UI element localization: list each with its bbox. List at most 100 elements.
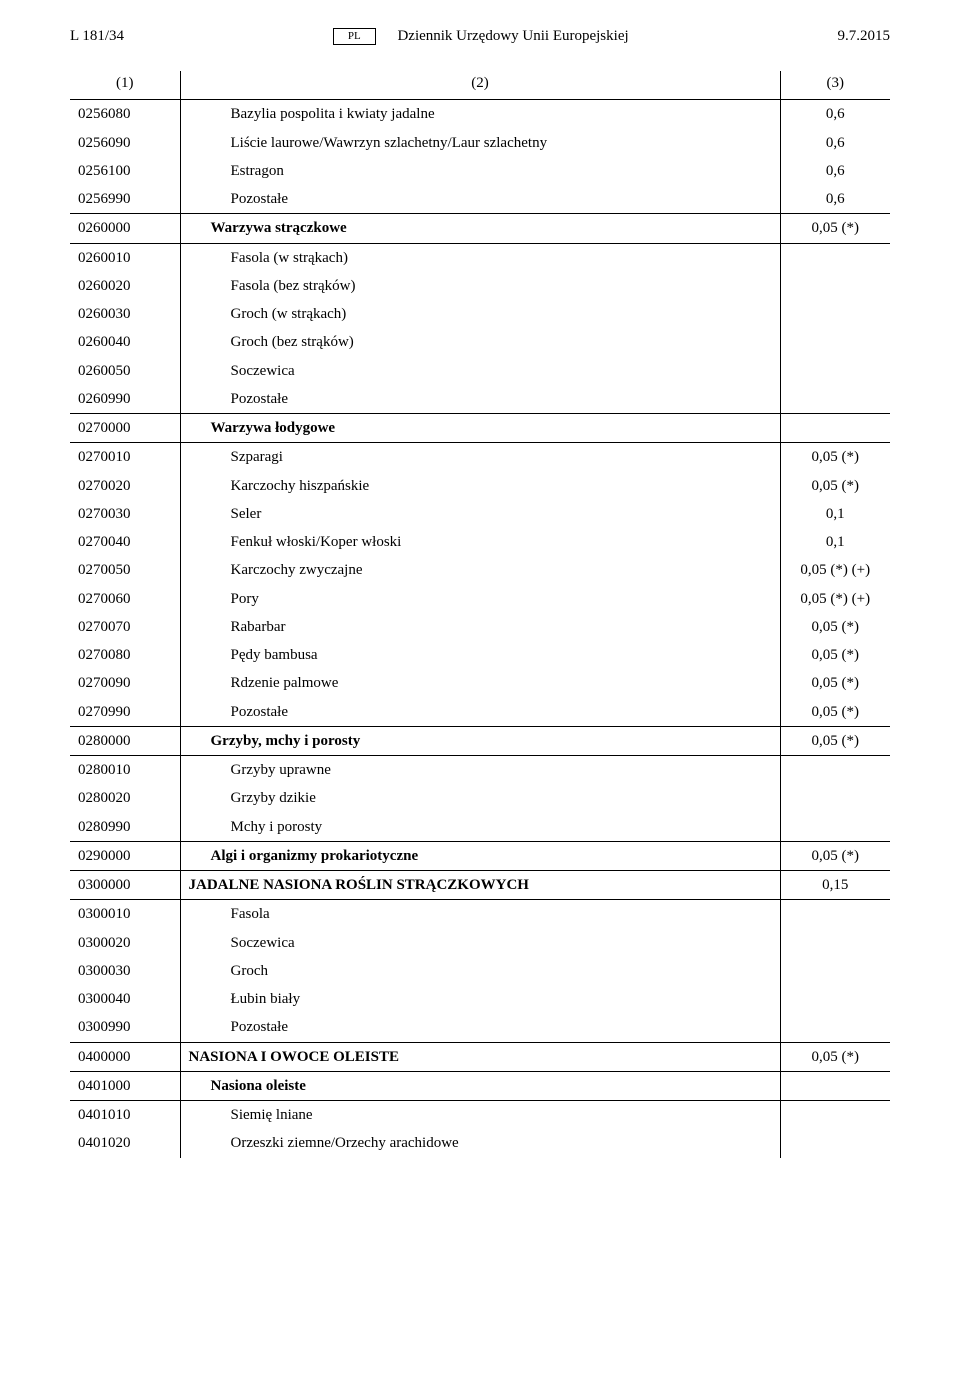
name-cell: Karczochy hiszpańskie — [180, 472, 780, 500]
table-row: 0260000 Warzywa strączkowe 0,05 (*) — [70, 214, 890, 243]
name-cell: Mchy i porosty — [180, 813, 780, 842]
code-cell: 0256100 — [70, 157, 180, 185]
language-badge: PL — [333, 28, 376, 45]
name-text: Estragon — [189, 161, 772, 181]
name-cell: Fenkuł włoski/Koper włoski — [180, 528, 780, 556]
name-cell: Pory — [180, 585, 780, 613]
name-text: Karczochy hiszpańskie — [189, 476, 772, 496]
code-cell: 0270080 — [70, 641, 180, 669]
value-cell — [780, 1101, 890, 1130]
table-row: 0300020Soczewica — [70, 929, 890, 957]
name-cell: Groch (w strąkach) — [180, 300, 780, 328]
code-cell: 0256080 — [70, 100, 180, 129]
value-cell — [780, 900, 890, 929]
value-cell: 0,6 — [780, 157, 890, 185]
name-cell: Liście laurowe/Wawrzyn szlachetny/Laur s… — [180, 129, 780, 157]
table-row: 0270000Warzywa łodygowe — [70, 414, 890, 443]
code-cell: 0280020 — [70, 784, 180, 812]
name-text: Pędy bambusa — [189, 645, 772, 665]
header-date: 9.7.2015 — [838, 28, 891, 45]
name-cell: Pozostałe — [180, 385, 780, 414]
value-cell — [780, 1071, 890, 1100]
code-cell: 0256990 — [70, 185, 180, 214]
name-text: Orzeszki ziemne/Orzechy arachidowe — [189, 1133, 772, 1153]
name-cell: JADALNE NASIONA ROŚLIN STRĄCZKOWYCH — [180, 871, 780, 900]
name-cell: Soczewica — [180, 929, 780, 957]
name-text: JADALNE NASIONA ROŚLIN STRĄCZKOWYCH — [189, 877, 529, 893]
name-text: Fenkuł włoski/Koper włoski — [189, 532, 772, 552]
col-header-3: (3) — [780, 71, 890, 100]
value-cell: 0,05 (*) — [780, 669, 890, 697]
name-cell: Fasola — [180, 900, 780, 929]
value-cell: 0,6 — [780, 185, 890, 214]
table-row: 0300030Groch — [70, 957, 890, 985]
name-cell: Łubin biały — [180, 985, 780, 1013]
name-cell: Warzywa strączkowe — [180, 214, 780, 243]
value-cell: 0,15 — [780, 871, 890, 900]
table-row: 0260020 Fasola (bez strąków) — [70, 272, 890, 300]
name-text: Pozostałe — [189, 389, 772, 409]
code-cell: 0270040 — [70, 528, 180, 556]
name-text: Pozostałe — [189, 702, 772, 722]
name-cell: Grzyby dzikie — [180, 784, 780, 812]
table-row: 0280990Mchy i porosty — [70, 813, 890, 842]
name-cell: Grzyby uprawne — [180, 756, 780, 785]
name-cell: Siemię lniane — [180, 1101, 780, 1130]
table-row: 0260040Groch (bez strąków) — [70, 328, 890, 356]
name-text: Fasola (bez strąków) — [189, 276, 772, 296]
name-cell: Estragon — [180, 157, 780, 185]
name-cell: Rdzenie palmowe — [180, 669, 780, 697]
code-cell: 0270050 — [70, 556, 180, 584]
code-cell: 0260020 — [70, 272, 180, 300]
table-row: 0256990Pozostałe0,6 — [70, 185, 890, 214]
value-cell — [780, 1013, 890, 1042]
code-cell: 0300990 — [70, 1013, 180, 1042]
table-row: 0280000Grzyby, mchy i porosty0,05 (*) — [70, 726, 890, 755]
value-cell — [780, 756, 890, 785]
name-cell: Pozostałe — [180, 1013, 780, 1042]
code-cell: 0300000 — [70, 871, 180, 900]
value-cell: 0,05 (*) — [780, 214, 890, 243]
value-cell — [780, 243, 890, 272]
code-cell: 0401000 — [70, 1071, 180, 1100]
name-cell: Grzyby, mchy i porosty — [180, 726, 780, 755]
name-cell: Bazylia pospolita i kwiaty jadalne — [180, 100, 780, 129]
value-cell — [780, 929, 890, 957]
value-cell: 0,05 (*) — [780, 1042, 890, 1071]
code-cell: 0300010 — [70, 900, 180, 929]
name-text: Soczewica — [189, 933, 772, 953]
table-row: 0300990Pozostałe — [70, 1013, 890, 1042]
value-cell: 0,05 (*) — [780, 841, 890, 870]
code-cell: 0290000 — [70, 841, 180, 870]
col-header-1: (1) — [70, 71, 180, 100]
name-text: Groch — [189, 961, 772, 981]
value-cell: 0,1 — [780, 500, 890, 528]
code-cell: 0270090 — [70, 669, 180, 697]
value-cell: 0,05 (*) — [780, 726, 890, 755]
name-cell: Pozostałe — [180, 185, 780, 214]
table-row: 0270050Karczochy zwyczajne0,05 (*) (+) — [70, 556, 890, 584]
header-center: PL Dziennik Urzędowy Unii Europejskiej — [124, 28, 837, 45]
name-text: Seler — [189, 504, 772, 524]
name-cell: Groch — [180, 957, 780, 985]
code-cell: 0260030 — [70, 300, 180, 328]
name-text: Rdzenie palmowe — [189, 673, 772, 693]
code-cell: 0401010 — [70, 1101, 180, 1130]
value-cell: 0,05 (*) (+) — [780, 556, 890, 584]
col-header-2: (2) — [180, 71, 780, 100]
column-header-row: (1)(2)(3) — [70, 71, 890, 100]
value-cell: 0,05 (*) — [780, 641, 890, 669]
name-cell: Karczochy zwyczajne — [180, 556, 780, 584]
name-text: Mchy i porosty — [189, 817, 772, 837]
value-cell: 0,6 — [780, 129, 890, 157]
value-cell — [780, 414, 890, 443]
name-cell: Rabarbar — [180, 613, 780, 641]
table-row: 0300040Łubin biały — [70, 985, 890, 1013]
value-cell — [780, 957, 890, 985]
name-text: Liście laurowe/Wawrzyn szlachetny/Laur s… — [189, 133, 772, 153]
table-row: 0270080 Pędy bambusa 0,05 (*) — [70, 641, 890, 669]
name-text: Warzywa strączkowe — [189, 218, 772, 238]
table-row: 0280010Grzyby uprawne — [70, 756, 890, 785]
code-cell: 0280000 — [70, 726, 180, 755]
code-cell: 0260000 — [70, 214, 180, 243]
